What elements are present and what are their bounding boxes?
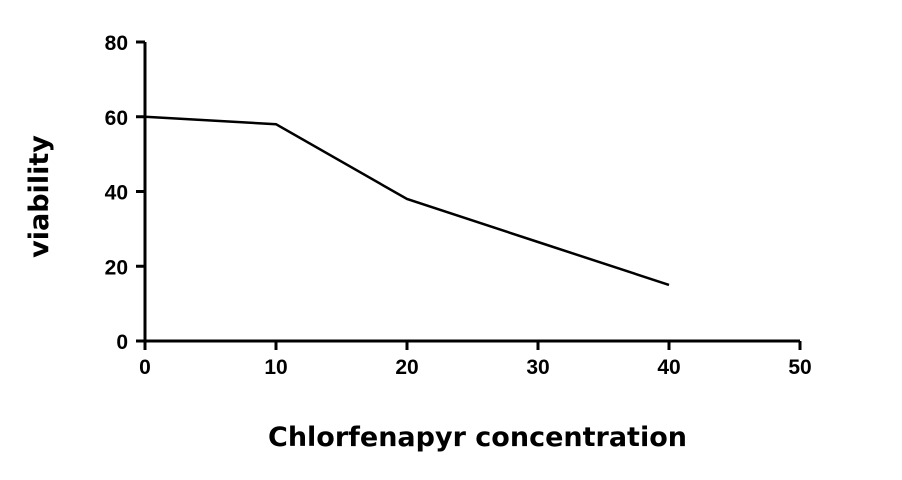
x-tick-label: 30 [526,356,549,379]
y-tick-label: 60 [105,107,128,130]
axes [143,42,800,343]
y-tick-label: 40 [105,182,128,205]
y-tick-label: 80 [105,32,128,55]
x-tick-label: 50 [788,356,811,379]
x-tick-label: 20 [395,356,418,379]
y-axis-title: viability [24,135,55,258]
y-ticks: 0 20 40 60 80 [105,32,145,354]
x-axis-title: Chlorfenapyr concentration [268,422,687,453]
x-tick-label: 0 [139,356,151,379]
y-tick-label: 0 [116,331,128,354]
series-group [144,115,670,287]
series-line [144,115,670,287]
y-tick-label: 20 [105,256,128,279]
x-tick-label: 40 [657,356,680,379]
x-tick-label: 10 [264,356,287,379]
x-ticks: 0 10 20 30 40 50 [139,341,812,379]
